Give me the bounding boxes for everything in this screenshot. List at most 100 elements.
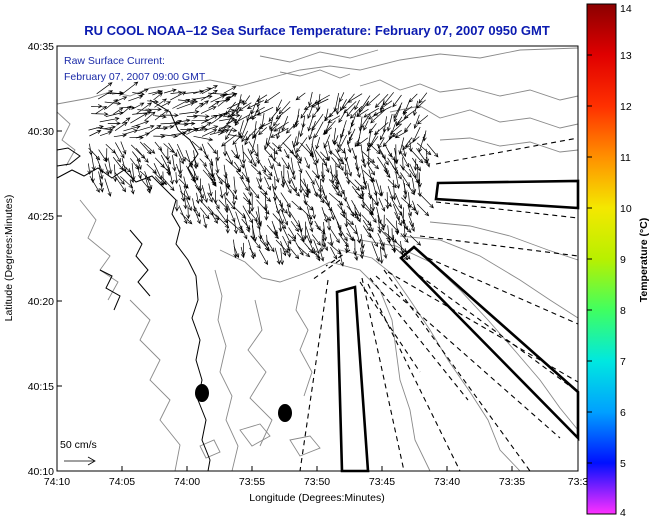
colorbar-tick-label: 14 [620, 3, 632, 15]
current-vector [416, 148, 428, 165]
current-vector [354, 225, 361, 244]
current-vector [377, 137, 385, 149]
current-vector [131, 120, 150, 128]
colorbar-tick-label: 13 [620, 50, 632, 62]
current-vector [346, 169, 351, 185]
station-marker [195, 384, 209, 402]
current-vector [413, 114, 420, 129]
current-vector [143, 142, 156, 154]
current-vector [179, 109, 200, 115]
current-vector [318, 179, 323, 199]
current-vector [273, 225, 278, 237]
current-vector [419, 193, 434, 209]
current-vector [186, 128, 200, 135]
current-vector [304, 157, 310, 170]
current-vector [326, 218, 332, 231]
current-vector [207, 142, 217, 155]
current-vector [407, 184, 415, 196]
current-vector [193, 206, 201, 218]
current-vector [333, 135, 339, 146]
current-vector [233, 239, 238, 259]
current-vector [395, 220, 400, 236]
current-vector [104, 101, 122, 106]
current-vector [89, 130, 102, 137]
current-vector [174, 172, 179, 185]
current-vector [289, 149, 302, 164]
current-vector [209, 164, 215, 179]
current-vector [374, 122, 389, 136]
current-vector [402, 144, 407, 158]
current-vector [338, 233, 349, 248]
current-vector [394, 130, 408, 139]
current-vector [283, 149, 290, 159]
current-vector [405, 136, 420, 148]
current-vector [384, 143, 392, 158]
current-vector [168, 142, 178, 158]
current-vector [343, 101, 357, 114]
current-vector [409, 234, 422, 246]
current-vector [328, 204, 335, 221]
current-vector [400, 172, 410, 187]
current-vector [282, 212, 289, 226]
current-vector [219, 124, 232, 129]
x-tick-label: 73:55 [239, 476, 265, 488]
current-vector [232, 135, 242, 145]
current-vector [354, 248, 359, 261]
current-vector [362, 176, 368, 190]
current-vector [183, 176, 188, 190]
current-vector [207, 125, 219, 130]
current-vector [300, 106, 309, 119]
current-vector [250, 193, 255, 212]
current-vector [311, 234, 321, 246]
current-vector [370, 109, 386, 124]
current-vector [103, 125, 116, 130]
current-vector [240, 177, 249, 192]
bathymetry-contours [56, 47, 579, 472]
current-vector [114, 121, 128, 131]
current-vector [281, 226, 292, 245]
current-vector [322, 190, 330, 207]
current-vector [287, 204, 292, 219]
current-vector [171, 131, 187, 136]
current-vector [288, 227, 297, 240]
current-vector [316, 93, 321, 113]
current-vector [361, 150, 376, 164]
current-vector [416, 203, 430, 217]
current-vector [132, 91, 145, 96]
current-vector [425, 156, 431, 168]
coverage-dashed-lines [299, 137, 579, 472]
current-vector [378, 197, 386, 212]
current-vector [172, 155, 177, 172]
current-vector [267, 158, 274, 170]
current-vector [321, 162, 326, 180]
current-vector [250, 135, 257, 155]
figure-title: RU COOL NOAA–12 Sea Surface Temperature:… [84, 23, 550, 38]
current-vector [233, 246, 240, 259]
current-vector [321, 196, 333, 212]
current-vector [95, 106, 108, 115]
current-vector [313, 239, 320, 255]
current-vector [105, 99, 119, 110]
x-axis: 74:10 74:05 74:00 73:55 73:50 73:45 73:4… [44, 466, 588, 504]
current-vector [233, 206, 247, 219]
current-vector [333, 93, 340, 113]
current-vector [402, 182, 408, 200]
current-vector [393, 106, 402, 123]
y-tick-label: 40:35 [28, 41, 54, 53]
current-vector [268, 116, 274, 131]
colorbar-tick-label: 12 [620, 101, 632, 113]
current-vector [401, 197, 416, 211]
current-vector [210, 94, 226, 103]
current-vector [183, 121, 196, 126]
current-vector [327, 241, 342, 255]
current-vector [322, 238, 329, 252]
current-vector [368, 165, 376, 176]
current-vector [212, 197, 220, 210]
current-vector [329, 233, 334, 247]
current-vector [138, 124, 155, 131]
current-vector [248, 112, 261, 119]
current-vector [266, 130, 273, 147]
scale-arrowhead [87, 456, 96, 466]
current-vector [256, 94, 268, 102]
